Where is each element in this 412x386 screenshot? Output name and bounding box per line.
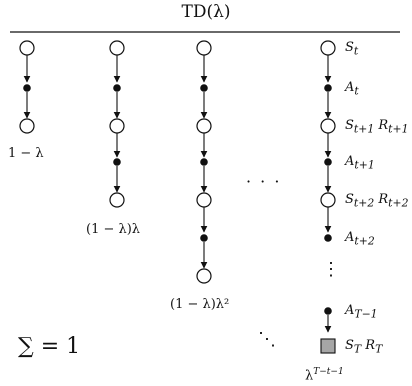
weight-label-col3: (1 − λ)λ²	[170, 297, 230, 312]
action-node	[200, 84, 208, 92]
action-node	[23, 84, 31, 92]
state-node	[109, 118, 125, 134]
state-node	[196, 118, 212, 134]
action-node	[200, 158, 208, 166]
action-node	[324, 84, 332, 92]
label-s-T-r: ST RT	[345, 338, 383, 356]
label-s-t2-r: St+2 Rt+2	[345, 192, 409, 210]
action-node	[113, 84, 121, 92]
state-node	[320, 40, 336, 56]
weight-label-col1: 1 − λ	[8, 146, 44, 161]
backup-column-2	[109, 40, 125, 208]
label-s-t: St	[345, 40, 359, 58]
action-node	[200, 234, 208, 242]
diagonal-ellipsis: ⋱	[258, 329, 276, 350]
state-node	[109, 40, 125, 56]
action-node	[324, 307, 332, 315]
label-a-T1: AT−1	[345, 303, 378, 321]
state-node	[196, 268, 212, 284]
label-a-t: At	[345, 80, 359, 98]
state-node	[320, 192, 336, 208]
backup-column-1	[19, 40, 35, 134]
weight-label-terminal: λT−t−1	[305, 367, 344, 384]
label-a-t1: At+1	[345, 154, 375, 172]
terminal-state-node	[320, 338, 336, 354]
action-node	[113, 158, 121, 166]
state-node	[109, 192, 125, 208]
backup-column-terminal	[320, 40, 336, 354]
state-node	[19, 40, 35, 56]
state-node	[196, 40, 212, 56]
action-node	[324, 234, 332, 242]
weight-label-col2: (1 − λ)λ	[86, 222, 141, 237]
backup-column-3	[196, 40, 212, 284]
diagram-title: TD(λ)	[181, 2, 231, 22]
vertical-ellipsis: ⋮	[322, 259, 340, 280]
action-node	[324, 158, 332, 166]
state-node	[196, 192, 212, 208]
horizontal-ellipsis: · · ·	[246, 172, 282, 191]
state-node	[19, 118, 35, 134]
label-a-t2: At+2	[345, 230, 375, 248]
state-node	[320, 118, 336, 134]
label-s-t1-r: St+1 Rt+1	[345, 118, 409, 136]
sum-equals-one: ∑ = 1	[18, 334, 81, 359]
